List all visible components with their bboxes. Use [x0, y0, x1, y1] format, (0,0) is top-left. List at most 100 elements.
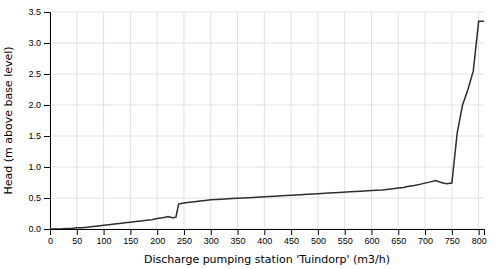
y-axis-tick-label: 0.0 [28, 224, 41, 234]
y-axis-tick: 0.5 [28, 193, 50, 203]
x-axis-tick: 500 [311, 229, 326, 246]
grid-line-x [478, 12, 479, 229]
grid-line-x [291, 12, 292, 229]
grid-line-x [103, 12, 104, 229]
x-axis-tick-label: 300 [204, 236, 219, 246]
y-axis-tick: 3.0 [28, 38, 50, 48]
grid-line-y [50, 136, 484, 137]
y-axis-tick-mark [44, 12, 50, 13]
y-axis-tick-label: 3.0 [28, 38, 41, 48]
y-axis-tick-mark [44, 43, 50, 44]
x-axis-tick: 200 [150, 229, 165, 246]
grid-line-y [50, 198, 484, 199]
x-axis-tick-mark [425, 229, 426, 235]
y-axis-title: Head (m above base level) [2, 46, 15, 194]
grid-line-x [317, 12, 318, 229]
grid-line-x [425, 12, 426, 229]
x-axis-tick-mark [345, 229, 346, 235]
grid-line-y [50, 167, 484, 168]
grid-line-x [157, 12, 158, 229]
y-axis-tick-label: 1.0 [28, 162, 41, 172]
x-axis-tick-mark [318, 229, 319, 235]
x-axis-tick-label: 150 [123, 236, 138, 246]
grid-line-x [371, 12, 372, 229]
grid-line-x [130, 12, 131, 229]
grid-line-x [451, 12, 452, 229]
x-axis-line [51, 230, 485, 236]
x-axis-tick: 550 [338, 229, 353, 246]
grid-line-x [183, 12, 184, 229]
x-axis-tick-label: 50 [72, 236, 82, 246]
x-axis-tick: 250 [177, 229, 192, 246]
x-axis-tick-label: 400 [257, 236, 272, 246]
y-axis-tick: 0.0 [28, 224, 50, 234]
x-axis-tick: 100 [97, 229, 112, 246]
grid-line-x [210, 12, 211, 229]
grid-line-x [76, 12, 77, 229]
x-axis-tick-mark [130, 229, 131, 235]
marks [50, 21, 484, 229]
x-axis-tick-label: 600 [364, 236, 379, 246]
x-axis-tick-label: 550 [338, 236, 353, 246]
y-axis-tick: 1.5 [28, 131, 50, 141]
x-axis-tick-mark [398, 229, 399, 235]
y-axis-tick-label: 0.5 [28, 193, 41, 203]
y-axis-tick: 3.5 [28, 7, 50, 17]
x-axis-tick-mark [104, 229, 105, 235]
grid-line-x [237, 12, 238, 229]
x-axis-tick: 150 [123, 229, 138, 246]
x-axis-tick-mark [452, 229, 453, 235]
x-axis-tick: 650 [391, 229, 406, 246]
grid [50, 12, 484, 229]
y-axis-tick-mark [44, 74, 50, 75]
x-axis-tick-label: 500 [311, 236, 326, 246]
x-axis-tick-mark [211, 229, 212, 235]
x-axis-tick: 50 [72, 229, 82, 246]
x-axis-tick-mark [291, 229, 292, 235]
y-axis-tick-mark [44, 167, 50, 168]
grid-line-y [50, 12, 484, 13]
x-axis-tick: 600 [364, 229, 379, 246]
x-axis-tick: 700 [418, 229, 433, 246]
y-axis-tick: 1.0 [28, 162, 50, 172]
grid-line-y [50, 105, 484, 106]
grid-line-x [344, 12, 345, 229]
y-axis: 0.0 0.5 1.0 1.5 2.0 2.5 3.0 3.5 [28, 7, 50, 234]
x-axis-tick-label: 100 [97, 236, 112, 246]
chart: 0 50 100 150 200 250 300 350 400 450 500 550 600 650 7… [0, 0, 500, 269]
x-axis-tick-mark [184, 229, 185, 235]
x-axis-tick-mark [157, 229, 158, 235]
x-axis-tick-mark [479, 229, 480, 235]
y-axis-tick: 2.0 [28, 100, 50, 110]
y-axis-tick-mark [44, 136, 50, 137]
x-axis-tick-label: 800 [472, 236, 487, 246]
y-axis-line [44, 13, 51, 230]
x-axis-tick-mark [264, 229, 265, 235]
x-axis-tick: 300 [204, 229, 219, 246]
x-axis-tick: 400 [257, 229, 272, 246]
x-axis-tick-label: 250 [177, 236, 192, 246]
x-axis-tick: 800 [472, 229, 487, 246]
grid-line-y [50, 74, 484, 75]
x-axis: 0 50 100 150 200 250 300 350 400 450 500 550 600 650 7… [48, 229, 487, 246]
x-axis-tick-label: 650 [391, 236, 406, 246]
y-axis-tick-label: 2.5 [28, 69, 41, 79]
x-axis-tick-mark [77, 229, 78, 235]
x-axis-tick: 750 [445, 229, 460, 246]
x-axis-tick-mark [238, 229, 239, 235]
plot: 0 50 100 150 200 250 300 350 400 450 500 550 600 650 7… [28, 7, 486, 246]
x-axis-tick-label: 450 [284, 236, 299, 246]
y-axis-tick: 2.5 [28, 69, 50, 79]
line [50, 21, 484, 229]
y-axis-tick-mark [44, 105, 50, 106]
x-axis-tick-label: 750 [445, 236, 460, 246]
x-axis-tick: 450 [284, 229, 299, 246]
x-axis-tick-label: 0 [48, 236, 53, 246]
y-axis-tick-mark [44, 229, 50, 230]
x-axis-tick-mark [371, 229, 372, 235]
x-axis-tick-label: 200 [150, 236, 165, 246]
x-axis-tick-label: 350 [231, 236, 246, 246]
x-axis-tick-label: 700 [418, 236, 433, 246]
x-axis-title: Discharge pumping station 'Tuindorp' (m3… [144, 253, 390, 266]
grid-line-x [398, 12, 399, 229]
